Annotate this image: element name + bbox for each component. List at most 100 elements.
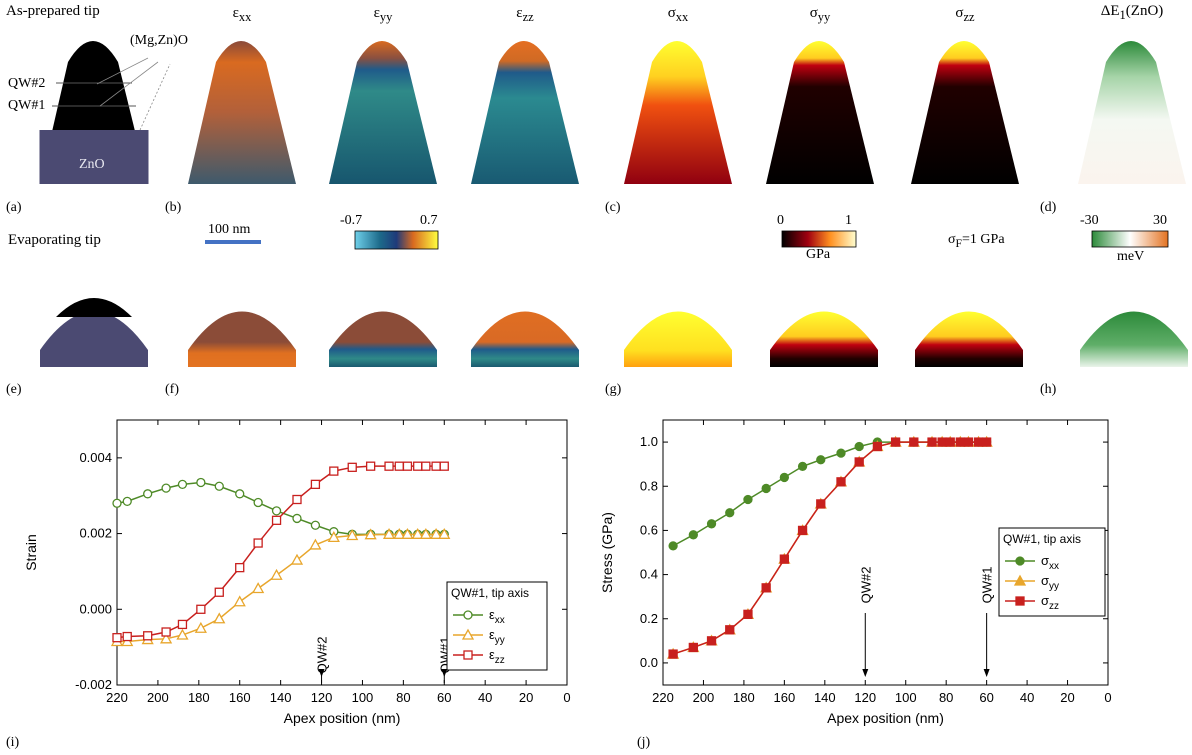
title-syy: σyy <box>809 5 831 24</box>
x-tick-label: 40 <box>478 690 492 705</box>
x-tick-label: 0 <box>1104 690 1111 705</box>
data-point <box>253 538 263 548</box>
data-point <box>438 527 451 539</box>
data-point <box>836 477 846 487</box>
data-point <box>909 437 919 447</box>
data-point <box>706 636 717 646</box>
data-point <box>816 499 826 509</box>
data-point <box>761 483 771 494</box>
data-point <box>816 455 826 465</box>
data-point <box>365 461 376 471</box>
data-point <box>411 527 424 539</box>
de-cbar-min: -30 <box>1080 213 1099 228</box>
data-point <box>143 631 153 641</box>
title-exx: εxx <box>232 5 252 24</box>
y-tick-label: 0.6 <box>640 522 658 537</box>
x-tick-label: 220 <box>106 690 128 705</box>
panel-label-c: (c) <box>605 200 621 215</box>
panel-label-e: (e) <box>6 382 22 397</box>
map-ezz-evap <box>471 311 579 367</box>
y-axis-label: Strain <box>23 534 39 571</box>
x-tick-label: 120 <box>311 690 333 705</box>
data-point <box>310 479 321 490</box>
map-eyy-evap <box>329 311 437 367</box>
data-point <box>779 554 790 564</box>
data-point <box>214 587 224 597</box>
data-point <box>253 497 263 508</box>
data-point <box>271 515 282 525</box>
y-tick-label: -0.002 <box>75 677 112 692</box>
x-tick-label: 80 <box>396 690 410 705</box>
y-tick-label: 0.004 <box>79 450 112 465</box>
annotation-arrowhead <box>862 669 869 677</box>
de-cbar-max: 30 <box>1153 213 1167 228</box>
annotation-label: QW#1 <box>980 567 995 604</box>
x-tick-label: 180 <box>188 690 210 705</box>
data-point <box>402 461 413 471</box>
scalebar-label: 100 nm <box>208 222 251 237</box>
series-line <box>116 465 445 639</box>
strain-cbar-max: 0.7 <box>420 213 438 228</box>
series-yy <box>110 527 451 647</box>
label-mgzno: (Mg,Zn)O <box>130 33 188 48</box>
label-qw2: QW#2 <box>8 76 46 91</box>
series-xx <box>112 477 449 539</box>
data-point <box>270 568 283 580</box>
data-point <box>668 649 678 659</box>
data-point <box>872 441 883 452</box>
map-syy-evap <box>770 311 878 367</box>
map-exx-evap <box>188 311 296 367</box>
data-point <box>290 553 304 565</box>
x-tick-label: 140 <box>270 690 292 705</box>
data-point <box>329 466 339 476</box>
data-point <box>706 519 717 529</box>
annotation-arrowhead <box>318 669 325 677</box>
panel-label-i: (i) <box>6 735 20 750</box>
row2-title: Evaporating tip <box>8 232 101 248</box>
x-tick-label: 20 <box>1060 690 1074 705</box>
y-tick-label: 0.2 <box>640 611 658 626</box>
data-point <box>292 513 302 524</box>
data-point <box>743 494 753 505</box>
legend-marker <box>1015 596 1025 606</box>
data-point <box>421 461 431 471</box>
tip-evaporating-layers <box>40 298 148 367</box>
data-point <box>292 494 302 505</box>
data-point <box>252 582 265 594</box>
data-point <box>937 437 947 447</box>
series-line <box>672 441 987 655</box>
annotation-label: QW#2 <box>858 567 873 604</box>
data-point <box>213 612 226 624</box>
tip-maps-figure <box>39 41 1188 367</box>
legend-marker <box>463 650 473 660</box>
data-point <box>194 621 207 633</box>
data-point <box>214 481 224 491</box>
x-tick-label: 20 <box>519 690 533 705</box>
series-yy <box>667 435 993 659</box>
y-tick-label: 0.8 <box>640 478 658 493</box>
data-point <box>761 583 771 593</box>
stress-cbar-unit: GPa <box>806 247 831 262</box>
data-point <box>384 461 394 471</box>
x-tick-label: 200 <box>147 690 169 705</box>
x-tick-label: 60 <box>979 690 993 705</box>
x-axis-label: Apex position (nm) <box>284 710 401 726</box>
map-sxx-evap <box>624 311 732 367</box>
panel-label-b: (b) <box>165 200 182 215</box>
series-line <box>117 533 445 643</box>
title-szz: σzz <box>955 5 975 24</box>
sigma-f-label: σF=1 GPa <box>948 232 1005 250</box>
legend-title: QW#1, tip axis <box>451 586 529 600</box>
map-syy-prepared <box>766 41 874 184</box>
series-line <box>672 441 987 655</box>
data-point <box>890 437 901 447</box>
x-tick-label: 200 <box>693 690 715 705</box>
y-axis-label: Stress (GPa) <box>599 512 615 593</box>
data-point <box>668 541 678 551</box>
x-tick-label: 60 <box>437 690 451 705</box>
x-tick-label: 80 <box>939 690 953 705</box>
y-tick-label: 0.002 <box>79 526 112 541</box>
strain-chart: 220 200 180 160 140 120 100 80 60 40 20 0-0.0020.00… <box>23 419 571 726</box>
panel-label-a: (a) <box>6 200 22 215</box>
